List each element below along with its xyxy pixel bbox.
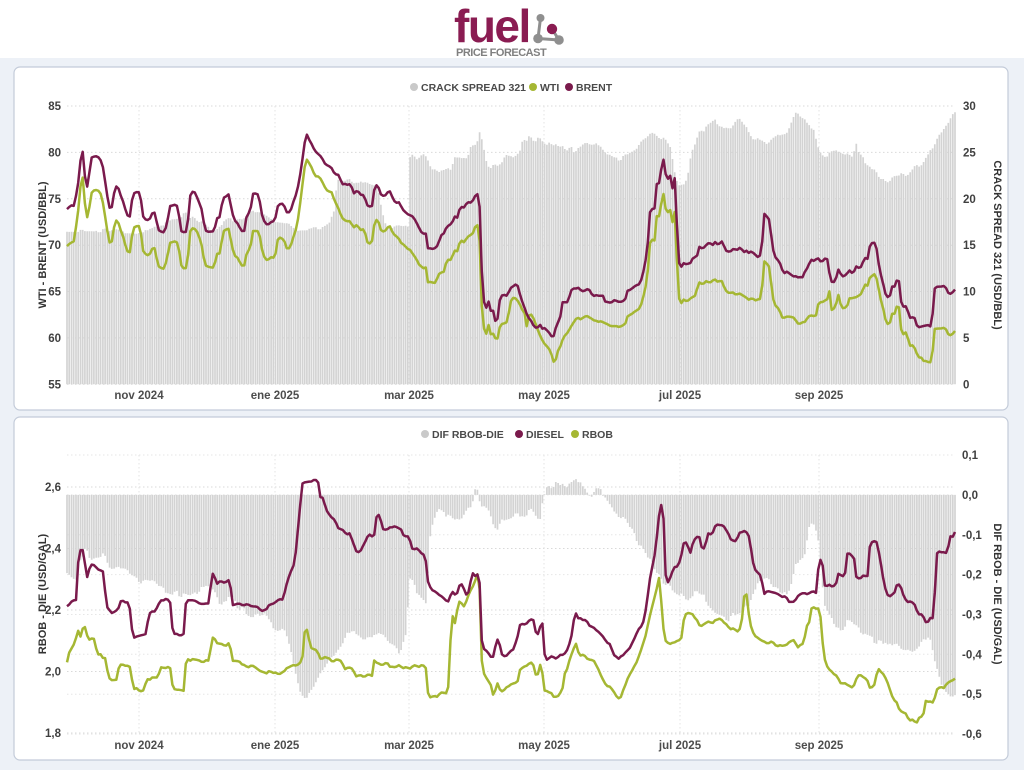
svg-text:5: 5: [963, 333, 970, 345]
svg-text:0: 0: [963, 379, 969, 391]
svg-text:DIESEL: DIESEL: [526, 429, 565, 441]
svg-text:15: 15: [963, 240, 976, 252]
svg-text:25: 25: [963, 147, 976, 159]
svg-text:-0,3: -0,3: [962, 610, 982, 622]
svg-text:70: 70: [48, 240, 61, 252]
svg-text:2,4: 2,4: [45, 544, 62, 556]
svg-text:fuel: fuel: [454, 0, 530, 52]
svg-text:may 2025: may 2025: [518, 740, 570, 752]
svg-text:1,8: 1,8: [45, 728, 62, 740]
svg-text:ene 2025: ene 2025: [251, 740, 300, 752]
svg-text:10: 10: [963, 287, 976, 299]
svg-text:jul 2025: jul 2025: [658, 740, 702, 752]
svg-text:-0,6: -0,6: [962, 729, 982, 741]
svg-text:nov 2024: nov 2024: [114, 740, 164, 752]
svg-text:nov 2024: nov 2024: [114, 390, 164, 402]
svg-text:2,0: 2,0: [45, 667, 61, 679]
svg-text:0,0: 0,0: [962, 490, 978, 502]
svg-text:mar 2025: mar 2025: [384, 390, 434, 402]
svg-text:65: 65: [48, 287, 61, 299]
svg-text:85: 85: [48, 101, 61, 113]
svg-text:2,2: 2,2: [45, 605, 61, 617]
svg-text:2,6: 2,6: [45, 482, 61, 494]
svg-text:RBOB: RBOB: [582, 429, 613, 441]
svg-text:PRICE FORECAST: PRICE FORECAST: [456, 47, 547, 59]
svg-text:30: 30: [963, 101, 976, 113]
svg-text:ene 2025: ene 2025: [251, 390, 300, 402]
svg-text:-0,1: -0,1: [962, 530, 982, 542]
svg-text:may 2025: may 2025: [518, 390, 570, 402]
svg-text:-0,2: -0,2: [962, 570, 982, 582]
svg-text:60: 60: [48, 333, 61, 345]
svg-text:WTI - BRENT (USD/BBL): WTI - BRENT (USD/BBL): [37, 181, 49, 308]
svg-text:80: 80: [48, 147, 61, 159]
svg-text:BRENT: BRENT: [576, 82, 613, 94]
svg-text:0,1: 0,1: [962, 450, 979, 462]
svg-text:DIF RBOB-DIE: DIF RBOB-DIE: [432, 429, 504, 441]
svg-text:75: 75: [48, 194, 61, 206]
svg-text:WTI: WTI: [540, 82, 559, 94]
svg-text:-0,4: -0,4: [962, 649, 982, 661]
svg-text:RBOB - DIE (USD/GAL): RBOB - DIE (USD/GAL): [37, 533, 49, 654]
svg-text:55: 55: [48, 379, 61, 391]
svg-text:jul 2025: jul 2025: [658, 390, 702, 402]
svg-text:sep 2025: sep 2025: [795, 740, 844, 752]
svg-text:sep 2025: sep 2025: [795, 390, 844, 402]
svg-text:mar 2025: mar 2025: [384, 740, 434, 752]
svg-text:DIF RBOB - DIE (USD/GAL): DIF RBOB - DIE (USD/GAL): [991, 523, 1003, 664]
svg-text:20: 20: [963, 194, 976, 206]
svg-text:CRACK SPREAD 321: CRACK SPREAD 321: [421, 82, 526, 94]
svg-text:-0,5: -0,5: [962, 689, 982, 701]
svg-text:CRACK SPREAD 321 (USD/BBL): CRACK SPREAD 321 (USD/BBL): [991, 160, 1003, 330]
